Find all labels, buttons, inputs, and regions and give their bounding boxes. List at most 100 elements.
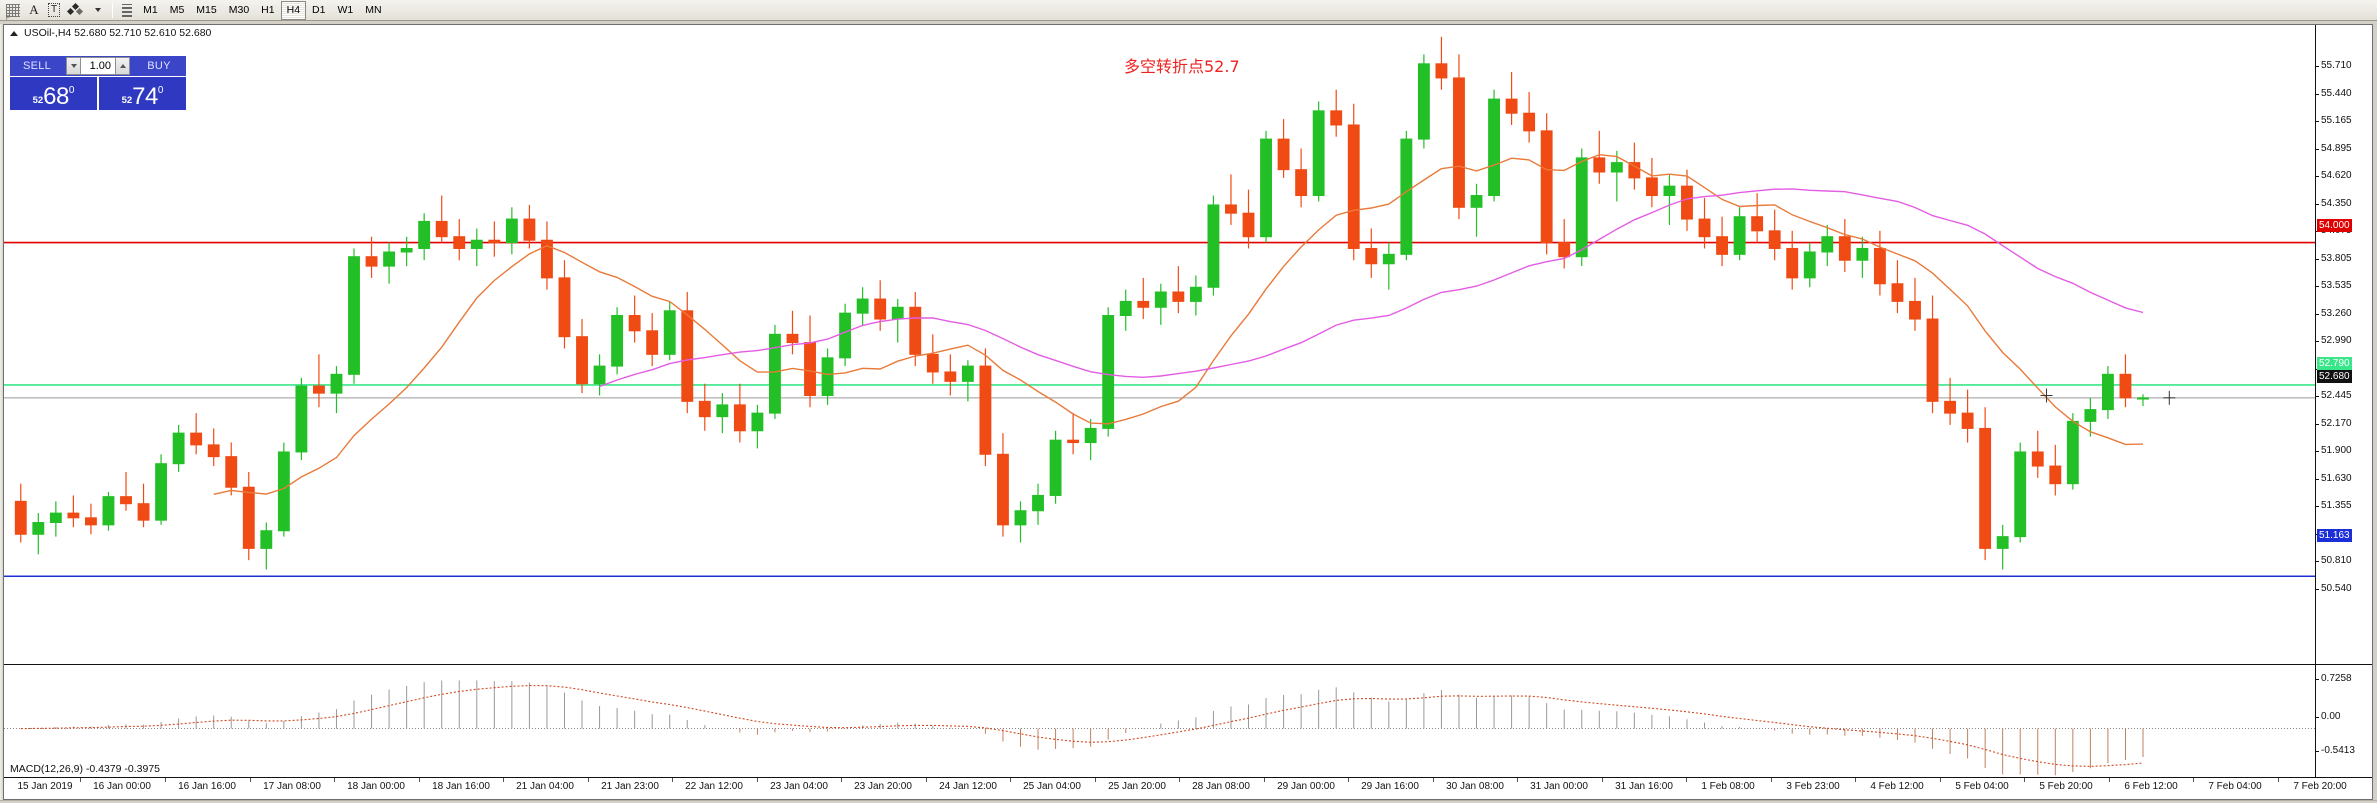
- time-axis-tick: [503, 778, 504, 782]
- price-tick: 54.895: [2316, 143, 2372, 154]
- time-axis-label: 30 Jan 08:00: [1446, 781, 1504, 792]
- periodicity-icon[interactable]: [117, 1, 137, 20]
- macd-subwindow[interactable]: MACD(12,26,9) -0.4379 -0.3975: [4, 664, 2315, 777]
- volume-increase-button[interactable]: [115, 57, 130, 75]
- timeframe-w1[interactable]: W1: [337, 4, 354, 16]
- time-axis-label: 23 Jan 20:00: [854, 781, 912, 792]
- chart-window[interactable]: USOil-,H4 52.680 52.710 52.610 52.680 SE…: [3, 24, 2373, 800]
- chart-annotation-text: 多空转折点52.7: [1124, 57, 1240, 76]
- time-axis-label: 18 Jan 00:00: [347, 781, 405, 792]
- time-axis-tick: [757, 778, 758, 782]
- time-axis-tick: [1602, 778, 1603, 782]
- price-tick-label: 52.170: [2321, 418, 2352, 429]
- oct-price-row: 52 68 0 52 74 0: [10, 77, 186, 110]
- sell-price-fraction: 0: [68, 85, 75, 96]
- price-axis[interactable]: 55.710 55.440 55.165 54.895 54.620 54.350 54.0…: [2315, 25, 2372, 777]
- time-axis-label: 31 Jan 00:00: [1530, 781, 1588, 792]
- price-tick: 51.900: [2316, 445, 2372, 456]
- time-axis-label: 16 Jan 00:00: [93, 781, 151, 792]
- price-tick: 53.260: [2316, 308, 2372, 319]
- time-axis-label: 18 Jan 16:00: [432, 781, 490, 792]
- price-tick-label: 54.350: [2321, 198, 2352, 209]
- buy-button[interactable]: BUY: [132, 56, 186, 76]
- bottom-strip: [0, 800, 2377, 803]
- price-tick-label: 53.260: [2321, 308, 2352, 319]
- time-axis-tick: [2193, 778, 2194, 782]
- macd-tick-label: 0.7258: [2321, 673, 2352, 684]
- price-tick: 51.355: [2316, 500, 2372, 511]
- objects-dropdown-icon[interactable]: [88, 1, 108, 20]
- timeframe-d1[interactable]: D1: [312, 4, 326, 16]
- price-tick-label: 54.620: [2321, 170, 2352, 181]
- sell-button[interactable]: SELL: [10, 56, 64, 76]
- price-tick: 55.440: [2316, 88, 2372, 99]
- time-axis-tick: [1095, 778, 1096, 782]
- timeframe-m15[interactable]: M15: [196, 4, 217, 16]
- timeframe-m30[interactable]: M30: [228, 4, 250, 16]
- volume-input[interactable]: 1.00: [81, 57, 115, 75]
- timeframe-h1[interactable]: H1: [261, 4, 275, 16]
- time-axis-label: 23 Jan 04:00: [770, 781, 828, 792]
- pivot-level-badge[interactable]: 52.790: [2317, 357, 2352, 370]
- time-axis-tick: [1433, 778, 1434, 782]
- time-axis-label: 21 Jan 23:00: [601, 781, 659, 792]
- time-axis-tick: [1264, 778, 1265, 782]
- buy-price-prefix: 52: [121, 95, 133, 106]
- price-tick: 53.535: [2316, 280, 2372, 291]
- text-label-icon[interactable]: T: [44, 1, 64, 20]
- objects-icon[interactable]: [64, 1, 88, 20]
- grid-crosshair-icon[interactable]: [2, 1, 24, 22]
- toolbar-separator: [112, 2, 114, 18]
- resistance-level-badge[interactable]: 54.000: [2317, 219, 2352, 232]
- price-tick: 52.170: [2316, 418, 2372, 429]
- price-tick-label: 53.535: [2321, 280, 2352, 291]
- one-click-trading-panel[interactable]: SELL 1.00 BUY 52 68 0 52 74 0: [10, 56, 186, 110]
- timeframe-h4[interactable]: H4: [280, 0, 307, 20]
- time-axis[interactable]: 15 Jan 2019 16 Jan 00:00 16 Jan 16:00 17 Ja…: [4, 777, 2372, 799]
- sell-price-display[interactable]: 52 68 0: [10, 77, 97, 110]
- timeframe-mn[interactable]: MN: [365, 4, 382, 16]
- price-chart-svg: [4, 36, 2315, 578]
- timeframe-m5[interactable]: M5: [169, 4, 185, 16]
- time-axis-tick: [1179, 778, 1180, 782]
- time-axis-tick: [1940, 778, 1941, 782]
- time-axis-label: 31 Jan 16:00: [1615, 781, 1673, 792]
- support-level-badge[interactable]: 51.163: [2317, 529, 2352, 542]
- time-axis-label: 7 Feb 04:00: [2208, 781, 2262, 792]
- volume-decrease-button[interactable]: [66, 57, 81, 75]
- macd-tick-label: -0.5413: [2321, 745, 2355, 756]
- time-axis-tick: [165, 778, 166, 782]
- time-axis-label: 24 Jan 12:00: [939, 781, 997, 792]
- time-axis-tick: [1771, 778, 1772, 782]
- time-axis-label: 28 Jan 08:00: [1192, 781, 1250, 792]
- price-tick-label: 55.440: [2321, 88, 2352, 99]
- timeframe-m1[interactable]: M1: [143, 4, 158, 16]
- price-tick: 52.990: [2316, 335, 2372, 346]
- buy-price-display[interactable]: 52 74 0: [99, 77, 186, 110]
- collapse-triangle-icon[interactable]: [10, 30, 18, 36]
- volume-stepper[interactable]: 1.00: [64, 56, 132, 76]
- time-axis-tick: [1348, 778, 1349, 782]
- chart-symbol-header: USOil-,H4 52.680 52.710 52.610 52.680: [10, 27, 211, 39]
- text-A-icon[interactable]: A: [29, 2, 39, 17]
- time-axis-tick: [926, 778, 927, 782]
- main-toolbar: A T M1 M5 M15 M30 H1 H4 D1 W1 MN: [0, 0, 2377, 22]
- price-tick: 55.710: [2316, 60, 2372, 71]
- price-tick: 54.620: [2316, 170, 2372, 181]
- price-tick: 52.445: [2316, 390, 2372, 401]
- oct-top-row: SELL 1.00 BUY: [10, 56, 186, 76]
- time-axis-tick: [2278, 778, 2279, 782]
- price-tick-label: 52.445: [2321, 390, 2352, 401]
- time-axis-tick: [3, 778, 4, 782]
- time-axis-tick: [1686, 778, 1687, 782]
- price-tick-label: 55.165: [2321, 115, 2352, 126]
- price-tick: 50.810: [2316, 555, 2372, 566]
- time-axis-tick: [419, 778, 420, 782]
- macd-tick: -0.5413: [2316, 745, 2372, 756]
- price-plot-area[interactable]: [4, 25, 2315, 777]
- price-tick-label: 53.805: [2321, 253, 2352, 264]
- current-price-badge[interactable]: 52.680: [2317, 370, 2352, 383]
- time-axis-label: 4 Feb 12:00: [1870, 781, 1924, 792]
- time-axis-label: 1 Feb 08:00: [1701, 781, 1755, 792]
- time-axis-label: 15 Jan 2019: [17, 781, 73, 792]
